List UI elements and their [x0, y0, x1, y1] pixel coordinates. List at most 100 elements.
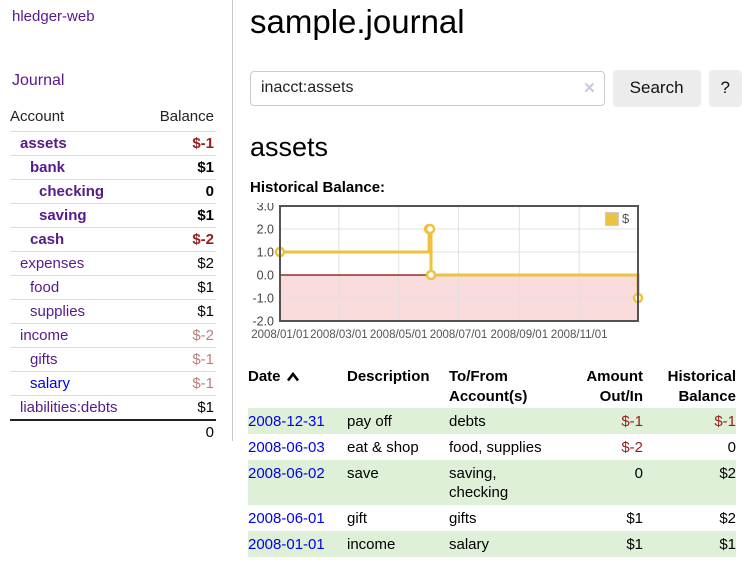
- app-title-link[interactable]: hledger-web: [12, 8, 95, 25]
- sidebar-account-link[interactable]: supplies: [30, 303, 86, 320]
- accounts-total-row: 0: [10, 419, 216, 444]
- accounts-table: Account Balance assets $-1 bank $1 checking 0…: [10, 104, 216, 444]
- accounts-total-value: 0: [146, 419, 216, 444]
- register-balance: $2: [719, 464, 736, 482]
- chart-container: 3.0 2.0 1.0 0.0 -1.0 -2.0 2008/01/01 2008/03/01…: [250, 203, 742, 351]
- register-table: Date Description To/From Account(s) Amou…: [248, 365, 736, 558]
- sidebar: hledger-web Journal Account Balance asse…: [0, 0, 233, 444]
- register-header-row: Date Description To/From Account(s) Amou…: [248, 365, 736, 408]
- accounts-header-account: Account: [10, 108, 65, 125]
- register-balance: $2: [719, 509, 736, 527]
- register-amount: $1: [626, 535, 643, 553]
- svg-text:2008/09/01: 2008/09/01: [491, 329, 549, 341]
- register-header-description: Description: [347, 368, 430, 385]
- help-button[interactable]: ?: [708, 69, 742, 107]
- sidebar-account-link[interactable]: gifts: [30, 351, 58, 368]
- register-accounts: saving, checking: [449, 464, 509, 501]
- register-description: income: [347, 535, 396, 553]
- sidebar-account-link[interactable]: cash: [30, 231, 65, 248]
- register-date-link[interactable]: 2008-12-31: [248, 412, 325, 430]
- register-amount: $-2: [621, 438, 643, 456]
- account-balance: $-1: [146, 347, 216, 372]
- legend-label: $: [622, 211, 630, 226]
- account-row: bank $1: [10, 155, 216, 180]
- register-date-link[interactable]: 2008-06-03: [248, 438, 325, 456]
- account-balance: $2: [146, 251, 216, 276]
- sort-ascending-icon: [286, 368, 300, 388]
- search-input-wrap: ✕: [250, 70, 605, 106]
- account-balance: 0: [146, 179, 216, 204]
- account-balance: $1: [146, 155, 216, 180]
- svg-text:1.0: 1.0: [257, 246, 274, 260]
- search-button[interactable]: Search: [612, 69, 701, 107]
- svg-text:-1.0: -1.0: [252, 292, 274, 306]
- sidebar-account-link[interactable]: income: [20, 327, 69, 344]
- account-row: checking 0: [10, 179, 216, 204]
- account-row: saving $1: [10, 203, 216, 228]
- account-row: liabilities:debts $1: [10, 395, 216, 420]
- svg-text:2008/01/01: 2008/01/01: [251, 329, 309, 341]
- account-balance: $-1: [146, 131, 216, 156]
- svg-text:2008/05/01: 2008/05/01: [370, 329, 428, 341]
- svg-text:2.0: 2.0: [257, 223, 274, 237]
- register-header-accounts: To/From Account(s): [449, 368, 528, 405]
- account-row: salary $-1: [10, 371, 216, 396]
- register-description: gift: [347, 509, 368, 527]
- clear-search-icon[interactable]: ✕: [583, 79, 596, 97]
- accounts-header-balance: Balance: [159, 108, 214, 125]
- register-description: pay off: [347, 412, 392, 430]
- account-row: cash $-2: [10, 227, 216, 252]
- accounts-table-body: assets $-1 bank $1 checking 0 saving $1 cash $-2 e…: [10, 131, 216, 420]
- sidebar-account-link[interactable]: food: [30, 279, 60, 296]
- sidebar-account-link[interactable]: salary: [30, 375, 71, 392]
- register-description: eat & shop: [347, 438, 419, 456]
- register-date-link[interactable]: 2008-01-01: [248, 535, 325, 553]
- svg-text:2008/11/01: 2008/11/01: [551, 329, 608, 341]
- register-amount: $-1: [621, 412, 643, 430]
- account-balance: $1: [146, 395, 216, 420]
- sidebar-item-journal[interactable]: Journal: [12, 72, 65, 89]
- register-accounts: debts: [449, 412, 486, 430]
- page-title: sample.journal: [250, 3, 465, 40]
- account-balance: $1: [146, 275, 216, 300]
- register-row: 2008-06-02 save saving, checking 0 $2: [248, 460, 736, 506]
- register-header-date[interactable]: Date: [248, 365, 347, 408]
- account-balance: $1: [146, 203, 216, 228]
- sidebar-account-link[interactable]: bank: [30, 159, 66, 176]
- register-description: save: [347, 464, 379, 482]
- register-date-link[interactable]: 2008-06-01: [248, 509, 325, 527]
- register-amount: $1: [626, 509, 643, 527]
- register-balance: $1: [719, 535, 736, 553]
- account-row: expenses $2: [10, 251, 216, 276]
- svg-text:2008/03/01: 2008/03/01: [310, 329, 368, 341]
- account-row: assets $-1: [10, 131, 216, 156]
- account-balance: $-1: [146, 371, 216, 396]
- svg-text:2008/07/01: 2008/07/01: [430, 329, 488, 341]
- sidebar-account-link[interactable]: liabilities:debts: [20, 399, 118, 416]
- register-header-balance: Historical Balance: [667, 368, 736, 405]
- register-accounts: gifts: [449, 509, 477, 527]
- svg-text:0.0: 0.0: [257, 269, 274, 283]
- register-date-link[interactable]: 2008-06-02: [248, 464, 325, 482]
- account-row: supplies $1: [10, 299, 216, 324]
- main-content: sample.journal ✕ Search ? assets Histori…: [248, 0, 742, 558]
- sidebar-account-link[interactable]: checking: [39, 183, 105, 200]
- account-row: income $-2: [10, 323, 216, 348]
- accounts-table-header-row: Account Balance: [10, 104, 216, 132]
- register-row: 2008-06-01 gift gifts $1 $2: [248, 505, 736, 531]
- search-form: ✕ Search ?: [250, 69, 742, 107]
- sidebar-account-link[interactable]: expenses: [20, 255, 85, 272]
- account-balance: $1: [146, 299, 216, 324]
- register-header-amount: Amount Out/In: [586, 368, 643, 405]
- svg-text:3.0: 3.0: [257, 203, 274, 214]
- account-row: gifts $-1: [10, 347, 216, 372]
- search-input[interactable]: [250, 70, 605, 106]
- register-accounts: salary: [449, 535, 490, 553]
- register-balance: $-1: [714, 412, 736, 430]
- sidebar-account-link[interactable]: assets: [20, 135, 67, 152]
- account-balance: $-2: [146, 323, 216, 348]
- sidebar-account-link[interactable]: saving: [39, 207, 87, 224]
- account-row: food $1: [10, 275, 216, 300]
- register-row: 2008-01-01 income salary $1 $1: [248, 531, 736, 558]
- legend-swatch-icon: [605, 211, 619, 226]
